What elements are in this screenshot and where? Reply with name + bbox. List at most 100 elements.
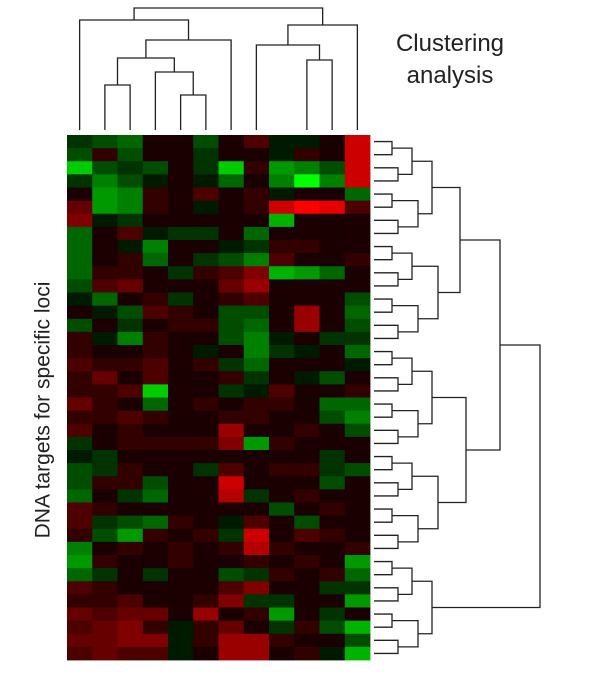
- heatmap-cell: [117, 266, 144, 280]
- heatmap-cell: [142, 436, 169, 451]
- heatmap-cell: [218, 345, 245, 359]
- heatmap-cell: [67, 463, 93, 477]
- heatmap-cell: [142, 476, 169, 490]
- heatmap-cell: [92, 423, 118, 438]
- heatmap-cell: [193, 581, 219, 595]
- heatmap-cell: [193, 161, 219, 175]
- heatmap-cell: [344, 148, 371, 162]
- heatmap-cell: [67, 476, 93, 490]
- heatmap-cell: [319, 331, 346, 346]
- heatmap-cell: [142, 213, 169, 228]
- heatmap-cell: [243, 541, 270, 556]
- heatmap-cell: [92, 410, 118, 425]
- heatmap-cell: [243, 476, 270, 490]
- heatmap-cell: [92, 253, 118, 267]
- heatmap-cell: [243, 226, 270, 241]
- heatmap-cell: [168, 384, 194, 398]
- heatmap-cell: [117, 384, 144, 398]
- heatmap-cell: [344, 620, 371, 635]
- heatmap-cell: [117, 187, 144, 202]
- heatmap-cell: [193, 476, 219, 490]
- heatmap-cell: [193, 148, 219, 162]
- heatmap-cell: [92, 358, 118, 372]
- dendrogram-branch: [374, 639, 399, 655]
- heatmap-cell: [67, 384, 93, 398]
- heatmap-cell: [319, 279, 346, 293]
- heatmap-cell: [344, 463, 371, 477]
- heatmap-cell: [168, 292, 194, 307]
- heatmap-cell: [168, 135, 194, 149]
- heatmap-cell: [92, 148, 118, 162]
- heatmap-cell: [294, 607, 320, 622]
- dendrogram-branch: [392, 567, 413, 596]
- heatmap-cell: [117, 646, 144, 661]
- dendrogram-branch: [374, 560, 393, 576]
- heatmap-cell: [344, 240, 371, 254]
- heatmap-cell: [344, 450, 371, 464]
- dendrogram-branch: [374, 167, 399, 182]
- heatmap-cell: [193, 607, 219, 622]
- heatmap-cell: [142, 305, 169, 320]
- heatmap-cell: [193, 371, 219, 385]
- dendrogram-branch: [392, 462, 413, 491]
- heatmap-cell: [92, 594, 118, 608]
- heatmap-cell: [344, 436, 371, 451]
- heatmap-cell: [117, 489, 144, 503]
- heatmap-cell: [269, 410, 295, 425]
- heatmap-cell: [344, 266, 371, 280]
- heatmap-cell: [92, 384, 118, 398]
- heatmap-cell: [344, 515, 371, 530]
- heatmap-cell: [269, 450, 295, 464]
- heatmap-cell: [269, 423, 295, 438]
- heatmap-cell: [218, 266, 245, 280]
- dendrogram-branch: [287, 24, 359, 130]
- heatmap-cell: [269, 279, 295, 293]
- heatmap-cell: [142, 646, 169, 661]
- heatmap-cell: [319, 345, 346, 359]
- heatmap-cell: [117, 594, 144, 608]
- heatmap-cell: [269, 226, 295, 241]
- heatmap-cell: [344, 318, 371, 333]
- heatmap-cell: [193, 187, 219, 202]
- heatmap-cell: [218, 253, 245, 267]
- dendrogram-branch: [374, 403, 393, 418]
- heatmap-cell: [117, 213, 144, 228]
- heatmap-cell: [294, 581, 320, 595]
- heatmap-cell: [294, 410, 320, 425]
- heatmap-cell: [243, 187, 270, 202]
- heatmap-cell: [319, 253, 346, 267]
- heatmap-cell: [168, 502, 194, 517]
- heatmap-cell: [344, 253, 371, 267]
- dendrogram-branch: [133, 7, 324, 25]
- heatmap-cell: [218, 476, 245, 490]
- chart-title: Clustering analysis: [395, 30, 505, 89]
- heatmap-cell: [193, 397, 219, 412]
- heatmap-cell: [269, 620, 295, 635]
- heatmap-cell: [117, 423, 144, 438]
- heatmap-cell: [168, 476, 194, 490]
- heatmap-cell: [67, 161, 93, 175]
- heatmap-cell: [269, 135, 295, 149]
- dendrogram-branch: [392, 514, 419, 543]
- heatmap-cell: [67, 607, 93, 622]
- heatmap-cell: [193, 515, 219, 530]
- heatmap-cell: [294, 489, 320, 503]
- heatmap-cell: [344, 187, 371, 202]
- heatmap-cell: [269, 174, 295, 188]
- heatmap-cell: [218, 581, 245, 595]
- heatmap-cell: [269, 646, 295, 661]
- heatmap-cell: [142, 450, 169, 464]
- heatmap-cell: [67, 489, 93, 503]
- heatmap-cell: [193, 240, 219, 254]
- heatmap-cell: [168, 555, 194, 569]
- heatmap-cell: [294, 345, 320, 359]
- heatmap-cell: [117, 148, 144, 162]
- heatmap-cell: [218, 489, 245, 503]
- dendrogram-branch: [374, 455, 393, 471]
- heatmap-cell: [117, 318, 144, 333]
- heatmap-cell: [319, 633, 346, 648]
- heatmap-cell: [142, 397, 169, 412]
- heatmap-cell: [193, 226, 219, 241]
- heatmap-cell: [294, 148, 320, 162]
